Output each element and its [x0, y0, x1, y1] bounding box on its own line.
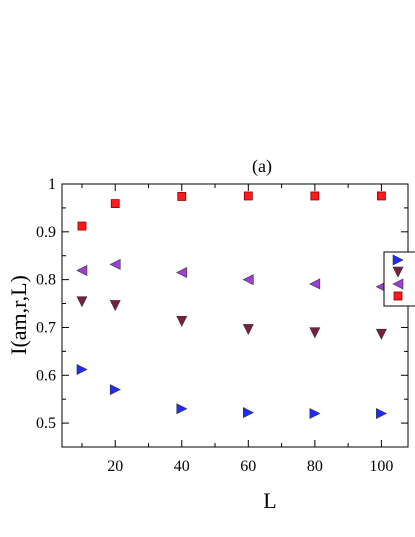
x-tick-label: 60 — [240, 458, 256, 475]
data-point — [77, 221, 87, 231]
x-tick-label: 40 — [174, 458, 190, 475]
data-point — [76, 364, 88, 376]
data-point — [309, 327, 321, 339]
legend-marker — [392, 254, 404, 266]
y-tick-label: 0.6 — [36, 367, 56, 384]
legend — [383, 251, 415, 307]
data-point — [310, 191, 320, 201]
y-axis-label: I(am,r,L) — [6, 275, 31, 355]
data-point — [309, 278, 321, 290]
series-3 — [76, 258, 387, 293]
y-tick-label: 1 — [48, 176, 56, 193]
data-point — [109, 258, 121, 270]
data-point — [243, 191, 253, 201]
data-point — [109, 384, 121, 396]
data-point — [242, 274, 254, 286]
data-point — [176, 266, 188, 278]
x-tick-label: 80 — [307, 458, 323, 475]
y-tick-label: 0.8 — [36, 272, 56, 289]
y-tick-label: 0.9 — [36, 224, 56, 241]
data-point — [110, 199, 120, 209]
series-1 — [76, 364, 388, 420]
data-point — [376, 408, 388, 420]
x-tick-label: 100 — [369, 458, 393, 475]
y-tick-label: 0.7 — [36, 319, 56, 336]
legend-marker — [393, 291, 403, 301]
x-tick-label: 20 — [107, 458, 123, 475]
data-point — [243, 407, 254, 419]
series-2 — [76, 296, 387, 340]
chart-title: (a) — [252, 156, 272, 177]
series-4 — [77, 191, 386, 231]
data-point — [76, 265, 88, 277]
data-point — [177, 192, 187, 201]
y-axis: 0.5 0.6 0.7 0.8 0.9 1 — [36, 176, 408, 448]
plot-frame — [61, 183, 409, 448]
data-point — [309, 408, 321, 420]
data-point — [176, 315, 188, 327]
data-point — [109, 300, 121, 312]
legend-marker — [392, 278, 404, 290]
x-axis-label: L — [263, 488, 276, 513]
x-axis: 20 40 60 80 100 — [81, 184, 393, 475]
legend-marker — [392, 266, 404, 278]
data-point — [376, 191, 386, 201]
data-point — [176, 403, 188, 415]
data-point — [375, 328, 387, 340]
series-layer — [76, 191, 388, 420]
data-point — [242, 324, 254, 336]
data-point — [76, 296, 88, 308]
plot-area — [61, 183, 409, 448]
y-tick-label: 0.5 — [36, 415, 56, 432]
